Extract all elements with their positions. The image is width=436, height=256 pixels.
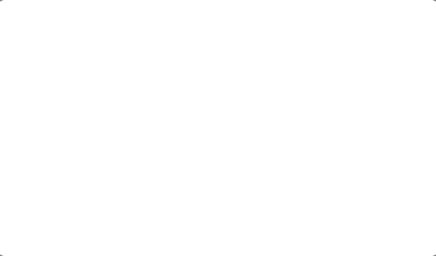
Text: CH₂CH₂CH₃: CH₂CH₂CH₃ [272, 65, 345, 78]
Text: H₃C(H₃C)HCH₂C: H₃C(H₃C)HCH₂C [28, 98, 131, 111]
Text: CH₂CH₂CH₃: CH₂CH₂CH₃ [257, 141, 330, 154]
